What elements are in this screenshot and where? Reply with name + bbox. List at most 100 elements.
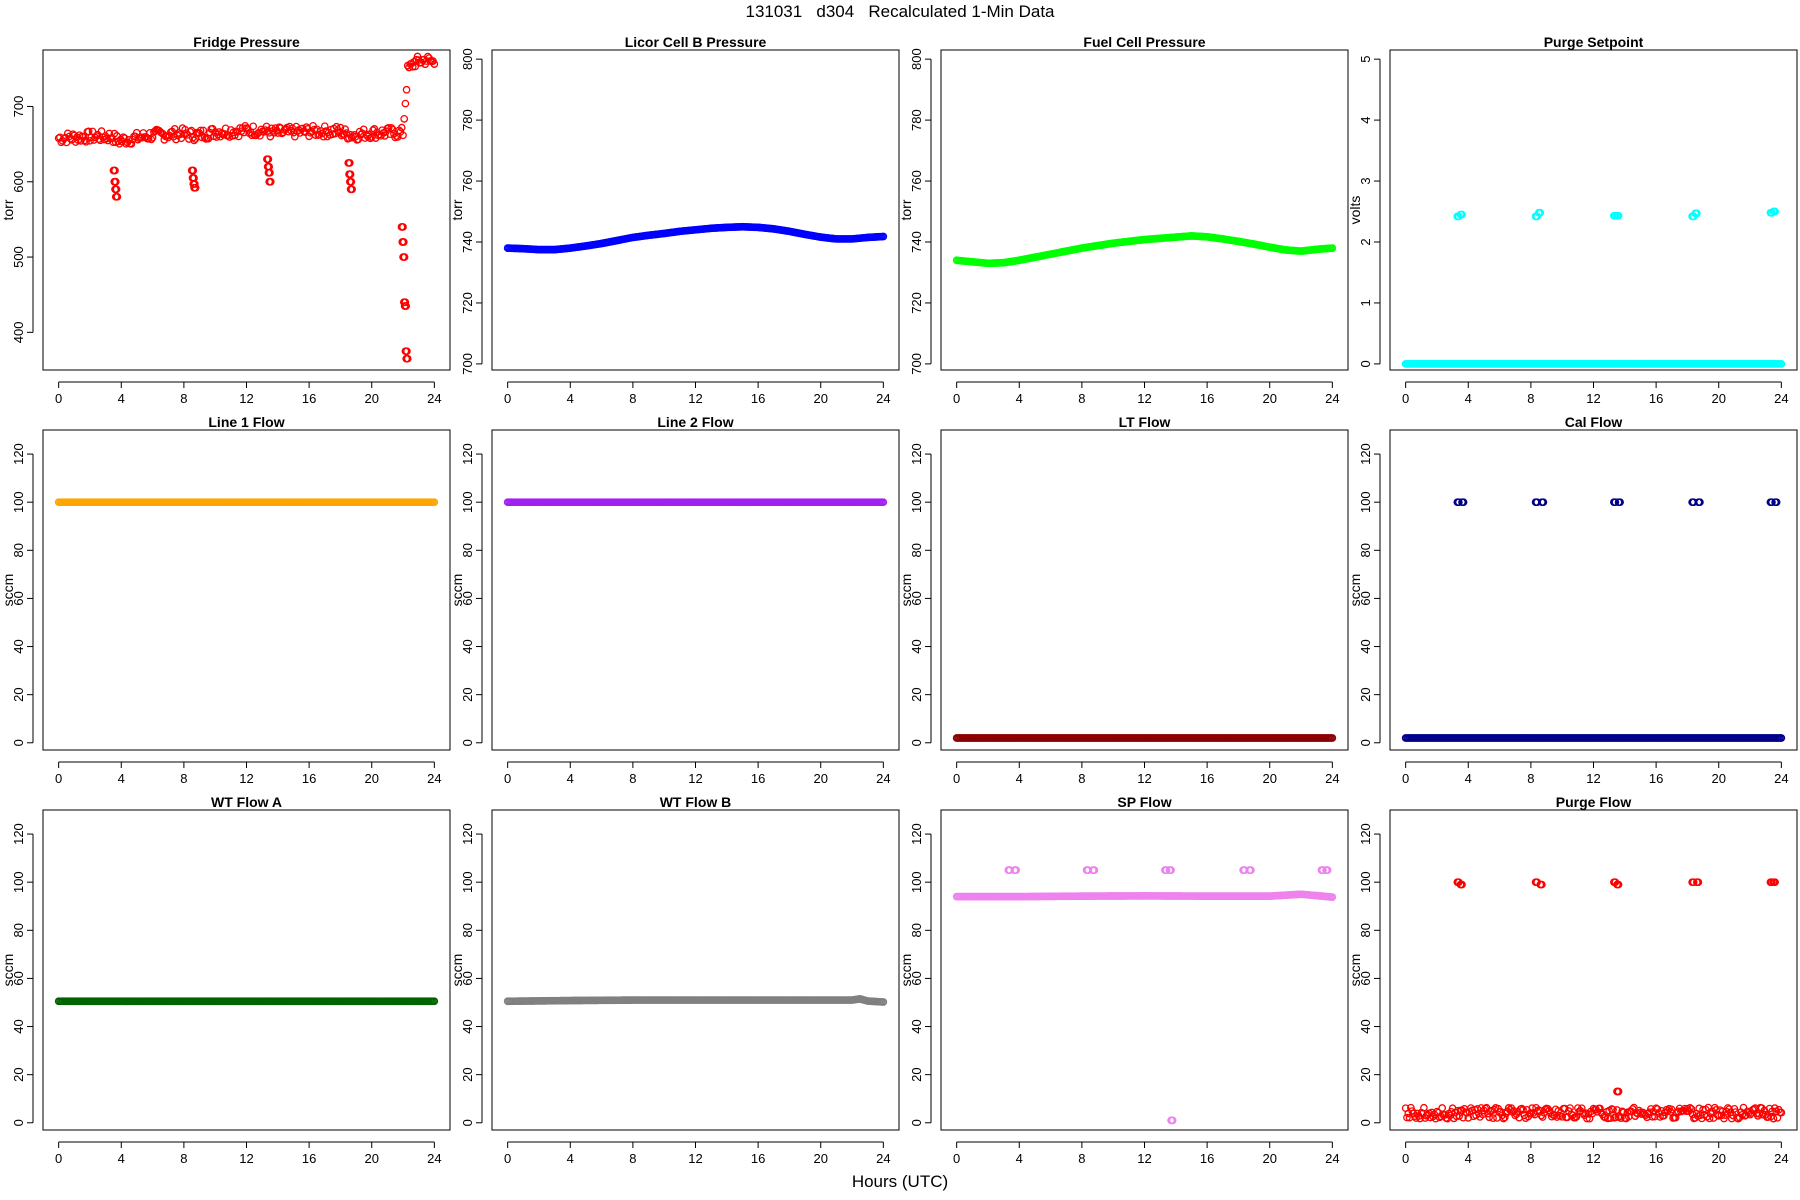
y-tick-label: 1 [1358,299,1373,306]
data-point [879,232,888,241]
data-point [336,123,345,132]
chart-panel: Licor Cell B Pressure torr 0 4 8 12 16 20 24 700 7… [449,34,900,406]
data-point [1694,878,1703,887]
plot-frame [42,429,451,751]
data-point [879,998,888,1006]
data-point [401,99,410,108]
data-point [1734,1114,1743,1123]
x-tick-label: 20 [1262,391,1276,406]
data-point [199,126,208,135]
x-tick-label: 4 [118,771,125,786]
data-point [346,170,355,179]
y-tick-label: 800 [460,48,475,70]
y-tick-label: 700 [11,96,26,118]
data-point [1489,1114,1497,1123]
data-point [112,185,121,194]
data-point [1777,1108,1786,1117]
data-point [879,498,888,507]
x-tick-label: 0 [1402,1151,1409,1166]
y-tick-label: 20 [1358,1067,1373,1081]
x-tick-label: 12 [1586,1151,1600,1166]
y-tick-label: 40 [909,1019,924,1033]
y-axis-label: sccm [0,574,16,607]
series-pressure [952,232,1337,268]
x-tick-label: 8 [629,391,636,406]
x-tick-label: 12 [1137,771,1151,786]
data-point [221,124,230,133]
data-point [400,115,409,123]
data-point [1692,209,1701,218]
data-point [1769,1114,1778,1123]
y-tick-label: 20 [11,1067,26,1081]
chart-panel: LT Flow sccm 0 4 8 12 16 20 24 0 20 40 60 80 100 120 [898,414,1349,786]
series-purge [1004,866,1332,875]
data-point [399,223,407,231]
x-tick-label: 0 [953,771,960,786]
x-tick-label: 0 [504,1151,511,1166]
x-tick-label: 0 [953,391,960,406]
data-point [189,166,198,175]
data-point [172,135,180,144]
data-point [80,136,89,145]
chart-panel: Cal Flow sccm 0 4 8 12 16 20 24 0 20 40 60 80 100 120 [1347,414,1798,786]
chart-title: Line 2 Flow [657,414,733,430]
y-tick-label: 720 [460,292,475,314]
y-tick-label: 40 [11,639,26,653]
x-tick-label: 16 [1649,391,1663,406]
x-tick-label: 4 [567,391,574,406]
data-point [1403,1113,1411,1122]
y-tick-label: 100 [460,491,475,513]
series-flow [503,498,888,507]
y-tick-label: 760 [460,170,475,192]
chart-panel: Fuel Cell Pressure torr 0 4 8 12 16 20 24 700 720 7… [898,34,1349,406]
data-point [399,238,408,246]
data-point [1328,893,1337,901]
data-point [1648,1112,1657,1121]
x-tick-label: 24 [876,1151,890,1166]
y-tick-label: 20 [909,1067,924,1081]
x-tick-label: 4 [567,1151,574,1166]
y-tick-label: 60 [11,971,26,985]
plot-frame [491,49,900,371]
x-tick-label: 12 [1586,391,1600,406]
y-tick-label: 740 [909,231,924,253]
y-tick-label: 120 [460,823,475,845]
data-point [82,137,90,146]
y-tick-label: 80 [460,543,475,557]
data-point [402,302,411,310]
x-tick-label: 0 [1402,771,1409,786]
x-tick-label: 12 [1137,391,1151,406]
y-tick-label: 0 [1358,360,1373,367]
x-tick-label: 8 [1078,1151,1085,1166]
y-tick-label: 700 [909,353,924,375]
data-point [1319,866,1327,875]
series-flow [54,498,439,507]
x-tick-label: 20 [1711,771,1725,786]
y-tick-label: 80 [1358,923,1373,937]
y-tick-label: 100 [460,871,475,893]
plot-frame [1389,49,1798,371]
data-point [190,180,199,188]
y-tick-label: 720 [909,292,924,314]
data-point [1537,880,1546,889]
x-tick-label: 24 [1325,1151,1339,1166]
x-tick-label: 24 [427,391,441,406]
y-axis-label: sccm [1347,954,1363,987]
y-axis-label: volts [1347,196,1363,225]
data-point [249,122,258,131]
y-tick-label: 40 [909,639,924,653]
x-tick-label: 4 [1016,771,1023,786]
data-point [1611,498,1620,507]
chart-panel: SP Flow sccm 0 4 8 12 16 20 24 0 20 40 60 80 100 120 [898,794,1349,1166]
y-axis-label: sccm [0,954,16,987]
data-point [1167,866,1175,875]
data-point [1720,1114,1728,1123]
x-tick-label: 8 [629,771,636,786]
x-tick-label: 20 [1262,771,1276,786]
chart-title: Purge Setpoint [1544,34,1644,50]
data-point [1671,1113,1680,1122]
x-tick-label: 12 [239,771,253,786]
data-point [1772,498,1781,507]
plot-frame [940,429,1349,751]
